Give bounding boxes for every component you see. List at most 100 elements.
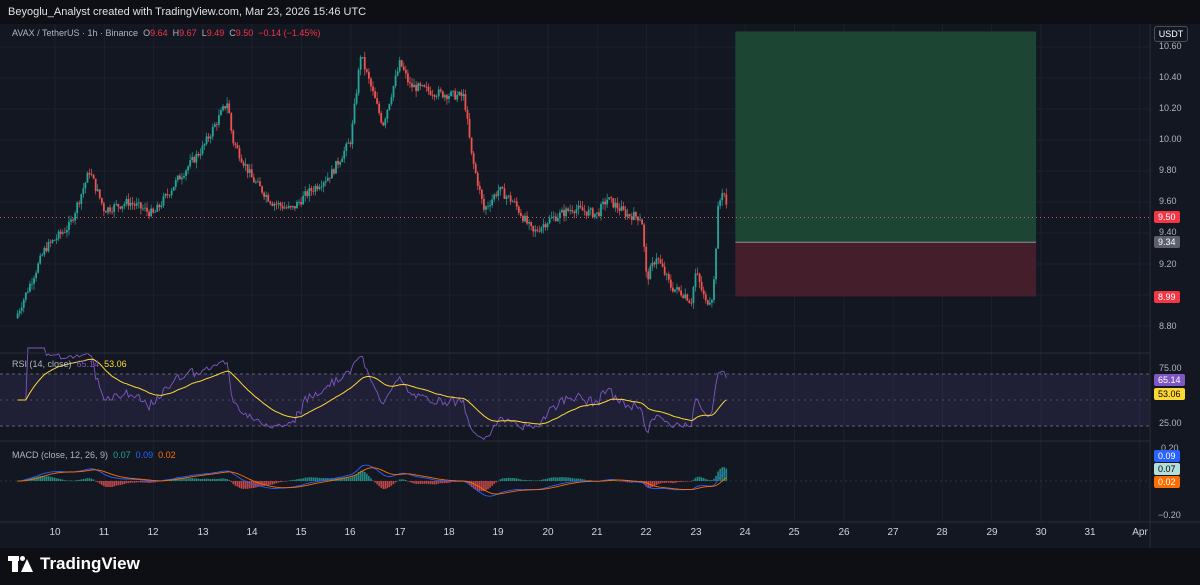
candle-body — [398, 60, 401, 72]
macd-tick-lower: −0.20 — [1158, 510, 1181, 520]
candle-body — [353, 103, 356, 124]
macd-histogram-bar — [402, 479, 405, 481]
candle-body — [538, 230, 541, 232]
candle-body — [144, 207, 146, 209]
candle-body — [680, 290, 683, 296]
candle-body — [669, 279, 672, 288]
candle-body — [550, 217, 553, 219]
candle-body — [166, 194, 169, 195]
candle-body — [577, 205, 580, 210]
macd-histogram-bar — [197, 478, 200, 481]
macd-histogram-bar — [515, 478, 518, 481]
symbol-legend[interactable]: AVAX / TetherUS · 1h · Binance O9.64 H9.… — [12, 28, 320, 38]
candle-body — [690, 303, 693, 304]
macd-legend[interactable]: MACD (close, 12, 26, 9) 0.07 0.09 0.02 — [12, 450, 176, 460]
macd-histogram-bar — [82, 479, 85, 481]
macd-histogram-bar — [392, 481, 395, 485]
candle-body — [437, 89, 440, 97]
currency-button[interactable]: USDT — [1154, 26, 1188, 42]
macd-histogram-bar — [396, 480, 399, 482]
candle-body — [417, 83, 420, 92]
macd-histogram-bar — [88, 478, 91, 481]
macd-histogram-bar — [532, 480, 535, 482]
macd-histogram-bar — [265, 481, 267, 486]
candle-body — [22, 299, 25, 308]
candle-body — [195, 153, 198, 163]
candle-body — [372, 86, 374, 92]
candle-body — [643, 224, 646, 247]
candle-body — [146, 207, 148, 212]
macd-histogram-bar — [378, 481, 380, 487]
x-tick: Apr — [1132, 527, 1148, 538]
candle-body — [45, 247, 48, 252]
candle-body — [92, 174, 95, 179]
macd-histogram-bar — [563, 477, 565, 481]
rsi-legend[interactable]: RSI (14, close) 65.14 53.06 — [12, 359, 127, 369]
candle-body — [242, 162, 245, 166]
macd-histogram-bar — [355, 473, 358, 481]
candle-body — [470, 137, 473, 154]
macd-histogram-bar — [109, 481, 111, 488]
candle-body — [105, 211, 107, 213]
candle-body — [503, 188, 506, 199]
candle-body — [567, 208, 570, 211]
tradingview-logo[interactable]: TradingView — [8, 551, 140, 577]
macd-histogram-bar — [43, 475, 46, 481]
candle-body — [335, 160, 337, 174]
candle-body — [33, 278, 35, 284]
macd-histogram-bar — [101, 481, 103, 485]
macd-histogram-bar — [550, 477, 553, 481]
candle-body — [608, 197, 611, 200]
profit-zone — [735, 31, 1037, 243]
candle-body — [41, 254, 44, 256]
macd-histogram-bar — [201, 478, 204, 481]
candle-body — [314, 186, 317, 192]
macd-histogram-bar — [51, 477, 54, 481]
candle-body — [31, 283, 33, 285]
macd-histogram-bar — [107, 481, 109, 488]
macd-histogram-bar — [242, 481, 245, 489]
macd-histogram-bar — [131, 481, 134, 483]
candle-body — [704, 294, 707, 301]
rsi-ma-value: 53.06 — [104, 359, 127, 369]
candle-body — [616, 202, 619, 209]
macd-histogram-bar — [366, 473, 368, 481]
candle-body — [370, 78, 372, 87]
macd-histogram-bar — [62, 479, 64, 481]
macd-histogram-bar — [275, 481, 278, 484]
candle-body — [534, 229, 537, 232]
macd-histogram-bar — [620, 481, 623, 482]
candle-body — [487, 206, 489, 207]
macd-histogram-bar — [372, 480, 374, 481]
macd-histogram-bar — [103, 481, 105, 487]
macd-histogram-bar — [618, 481, 621, 482]
rsi-badge: 65.14 — [1154, 374, 1185, 386]
macd-histogram-bar — [296, 479, 298, 481]
candle-body — [661, 263, 664, 267]
candle-body — [676, 287, 678, 290]
macd-histogram-bar — [491, 481, 493, 486]
macd-histogram-bar — [573, 478, 576, 481]
candle-body — [559, 212, 561, 218]
macd-histogram-bar — [267, 481, 270, 486]
candle-body — [522, 215, 524, 222]
candle-body — [158, 204, 161, 208]
macd-histogram-bar — [503, 478, 506, 481]
candle-body — [678, 287, 680, 291]
candle-body — [343, 150, 346, 159]
candle-body — [427, 86, 430, 91]
macd-histogram-bar — [433, 481, 436, 485]
macd-histogram-bar — [557, 477, 559, 481]
candle-body — [240, 158, 243, 163]
candle-body — [183, 175, 185, 178]
macd-signal-line — [17, 467, 727, 495]
candle-body — [404, 69, 407, 74]
macd-histogram-bar — [257, 481, 259, 487]
chart-svg[interactable] — [0, 24, 1200, 548]
macd-histogram-bar — [64, 480, 66, 481]
macd-histogram-bar — [135, 481, 138, 483]
macd-histogram-bar — [113, 481, 115, 487]
macd-histogram-bar — [277, 481, 280, 483]
candle-body — [546, 223, 549, 228]
open-label: O — [143, 28, 151, 38]
